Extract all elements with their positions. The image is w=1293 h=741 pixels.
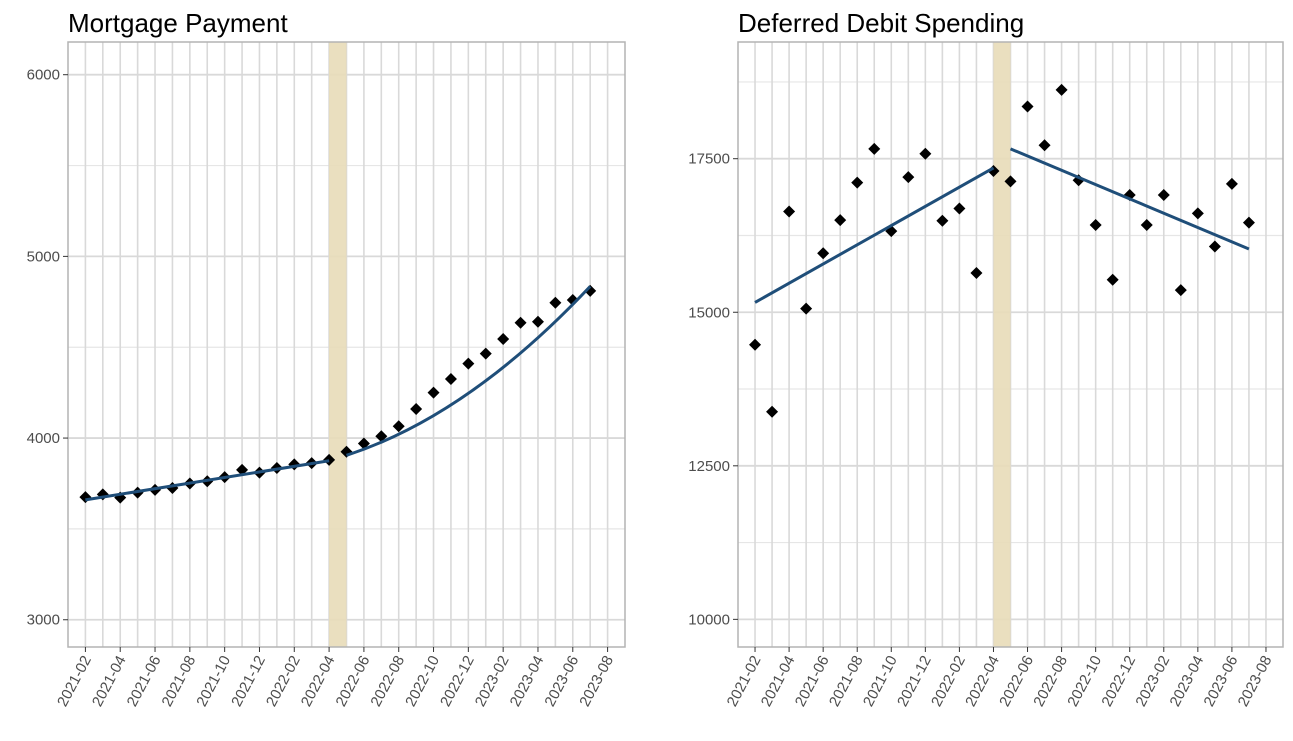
data-point	[834, 214, 847, 227]
data-point	[766, 405, 779, 418]
data-point	[1140, 219, 1153, 232]
data-point	[1191, 207, 1204, 220]
data-point	[936, 214, 949, 227]
mortgage-payment-chart: Mortgage Payment 30004000500060002021-02…	[27, 8, 626, 710]
y-tick-label: 12500	[688, 458, 730, 475]
data-point	[79, 491, 92, 504]
data-point	[800, 302, 813, 315]
highlight-band	[329, 42, 347, 647]
chart-title: Mortgage Payment	[68, 8, 288, 38]
data-point	[1055, 83, 1068, 96]
data-point	[1038, 139, 1051, 152]
data-point	[868, 142, 881, 155]
chart-title: Deferred Debit Spending	[738, 8, 1024, 38]
data-point	[749, 338, 762, 351]
data-point	[919, 147, 932, 160]
data-point	[851, 176, 864, 189]
panel-border	[67, 41, 626, 648]
data-point	[1106, 273, 1119, 286]
data-point	[392, 420, 405, 433]
data-point	[514, 316, 527, 329]
data-point	[462, 357, 475, 370]
data-point	[1208, 240, 1221, 253]
y-tick-label: 15000	[688, 304, 730, 321]
data-point	[1225, 177, 1238, 190]
data-point	[953, 202, 966, 215]
data-point	[1242, 216, 1255, 229]
data-point	[970, 266, 983, 279]
data-point	[427, 386, 440, 399]
highlight-band	[993, 42, 1011, 647]
trend-line	[85, 459, 330, 502]
data-point	[1021, 100, 1034, 113]
x-tick-label: 2023-08	[576, 653, 617, 710]
data-point	[902, 171, 915, 184]
y-tick-label: 3000	[27, 612, 60, 629]
data-point	[549, 296, 562, 309]
trend-line	[754, 166, 995, 304]
trend-line	[346, 285, 592, 457]
data-point	[783, 205, 796, 218]
data-point	[531, 315, 544, 328]
y-tick-label: 10000	[688, 611, 730, 628]
data-point	[479, 347, 492, 360]
y-tick-label: 5000	[27, 248, 60, 265]
y-tick-label: 17500	[688, 151, 730, 168]
data-point	[323, 453, 336, 466]
data-point	[497, 333, 510, 346]
data-point	[375, 430, 388, 443]
data-point	[1174, 284, 1187, 297]
deferred-debit-spending-chart: Deferred Debit Spending 10000 12500 15000 1…	[688, 8, 1284, 709]
data-point	[410, 402, 423, 415]
data-point	[1004, 175, 1017, 188]
y-tick-label: 6000	[27, 67, 60, 84]
trend-line	[1009, 147, 1250, 251]
data-point	[817, 247, 830, 260]
data-point	[444, 373, 457, 386]
y-tick-label: 4000	[27, 430, 60, 447]
panel-border	[737, 41, 1284, 648]
data-point	[1157, 188, 1170, 201]
data-point	[1089, 219, 1102, 232]
